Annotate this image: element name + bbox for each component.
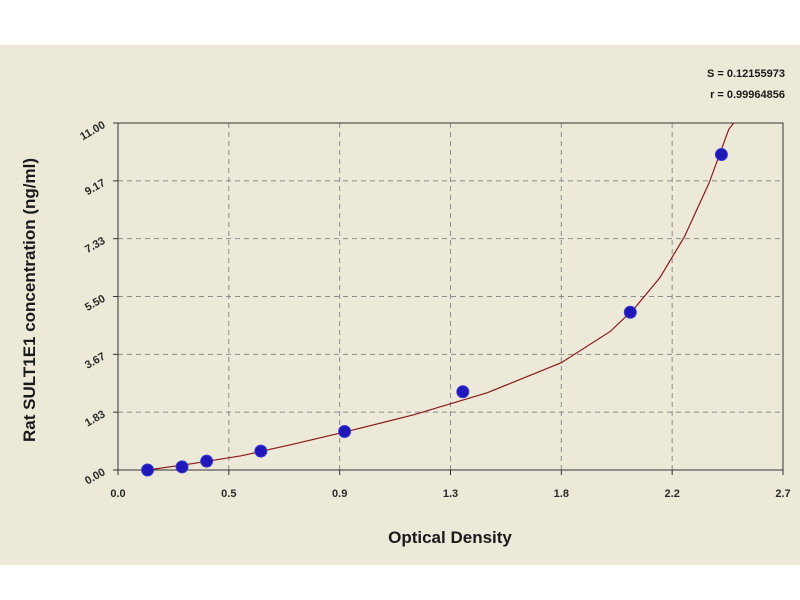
y-tick-label: 5.50 bbox=[83, 293, 108, 314]
data-points bbox=[141, 148, 728, 477]
chart-background bbox=[0, 45, 800, 565]
y-tick-label: 7.33 bbox=[83, 235, 108, 256]
data-point bbox=[141, 463, 155, 477]
y-tick-label: 9.17 bbox=[83, 177, 108, 198]
stat-r-value: r = 0.99964856 bbox=[710, 89, 785, 101]
data-point bbox=[456, 385, 470, 399]
x-tick-label: 1.3 bbox=[443, 488, 458, 500]
data-point bbox=[254, 444, 268, 458]
data-point bbox=[200, 454, 214, 468]
y-tick-label: 1.83 bbox=[83, 408, 108, 429]
y-tick-label: 3.67 bbox=[83, 351, 108, 372]
data-point bbox=[338, 425, 352, 439]
x-tick-label: 2.2 bbox=[665, 488, 680, 500]
grid-lines bbox=[118, 123, 783, 470]
y-tick-label: 11.00 bbox=[78, 119, 107, 143]
data-point bbox=[175, 460, 189, 474]
x-tick-label: 2.7 bbox=[775, 488, 790, 500]
x-axis-ticks: 0.0 0.5 0.9 1.3 1.8 2.2 2.7 bbox=[110, 470, 791, 500]
y-axis-ticks: 0.00 1.83 3.67 5.50 7.33 9.17 11.00 bbox=[78, 119, 118, 487]
x-tick-label: 1.8 bbox=[554, 488, 569, 500]
data-point bbox=[714, 148, 728, 162]
stat-s-value: S = 0.12155973 bbox=[707, 68, 785, 80]
y-axis-title: Rat SULT1E1 concentration (ng/ml) bbox=[20, 158, 39, 442]
x-axis-title: Optical Density bbox=[388, 528, 512, 547]
y-tick-label: 0.00 bbox=[83, 466, 108, 487]
data-point bbox=[623, 305, 637, 319]
x-tick-label: 0.5 bbox=[221, 488, 236, 500]
x-tick-label: 0.9 bbox=[332, 488, 347, 500]
x-tick-label: 0.0 bbox=[110, 488, 125, 500]
